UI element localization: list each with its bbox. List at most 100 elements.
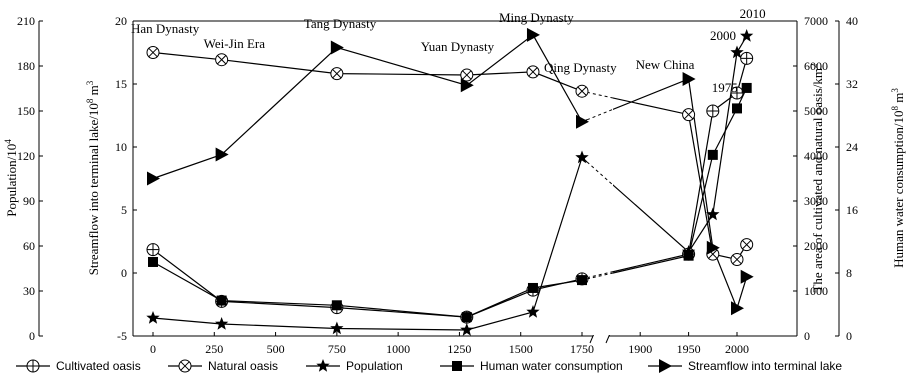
era-label: Qing Dynasty [544,60,617,75]
population-point [706,207,720,221]
streamflow-into-terminal-lake-point [576,114,589,129]
population-point [730,45,744,59]
streamflow-tick-label: 20 [115,14,127,28]
water-axis-title: Human water consumption/108 m3 [890,88,906,268]
streamflow-tick-label: 15 [115,77,127,91]
streamflow-axis-title: Streamflow into terminal lake/108 m3 [85,80,101,275]
natural-oasis-point [460,68,474,82]
population-tick-label: 90 [23,194,35,208]
human-water-consumption-point [216,295,227,306]
streamflow-into-terminal-lake-point [731,301,744,316]
legend-marker [178,359,192,373]
population-tick-label: 30 [23,284,35,298]
x-tick-label: 250 [205,342,223,356]
area-tick-label: 0 [804,329,810,343]
axes-frame [38,20,840,344]
legend-label: Population [346,359,403,373]
human-water-consumption-point [741,82,752,93]
era-label: 2000 [710,28,736,43]
area-tick-label: 5000 [804,104,828,118]
natural-oasis-point [215,53,229,67]
natural-oasis-point [526,65,540,79]
era-labels: Han Dynasty Wei-Jin Era Tang Dynasty Yuan D… [131,6,766,95]
era-label: New China [636,57,695,72]
population-point [526,305,540,318]
legend-label: Cultivated oasis [56,359,141,373]
x-tick-label: 750 [328,342,346,356]
area-tick-label: 7000 [804,14,828,28]
x-tick-label: 1000 [386,342,410,356]
water-tick-label: 16 [846,203,858,217]
cultivated-oasis-gap-connector [586,271,614,279]
streamflow-into-terminal-lake-point [147,171,160,186]
era-label: Tang Dynasty [304,16,377,31]
streamflow-into-terminal-lake-point [526,27,540,42]
streamflow-into-terminal-lake-point [740,269,754,284]
streamflow-into-terminal-lake-gap-connector [586,108,614,121]
population-point [460,323,474,336]
x-tick-label: 500 [267,342,285,356]
streamflow-into-terminal-lake-point [460,78,474,93]
era-label: Yuan Dynasty [421,39,495,54]
cultivated-oasis-point [740,51,754,65]
x-tick-label: 1950 [677,342,701,356]
natural-oasis-point [146,46,160,59]
cultivated-oasis-line [152,58,748,318]
human-water-consumption-point [577,275,587,286]
area-tick-label: 2000 [804,239,828,253]
population-tick-label: 120 [17,149,35,163]
population-line [152,35,748,331]
population-tick-label: 150 [17,104,35,118]
legend-item: Natural oasis [168,359,278,373]
legend-label: Natural oasis [208,359,278,373]
human-water-consumption-point [732,103,742,114]
water-tick-label: 0 [846,329,852,343]
human-water-consumption-point [707,149,718,160]
area-tick-label: 1000 [804,284,828,298]
streamflow-into-terminal-lake-point [330,40,344,55]
axis-titles: Population/104 Streamflow into terminal l… [3,63,906,292]
human-water-consumption-point [683,250,694,261]
legend-label: Human water consumption [480,359,623,373]
population-axis-title: Population/104 [3,139,19,217]
streamflow-tick-label: -5 [117,329,127,343]
human-water-consumption-point [527,282,538,293]
area-tick-label: 4000 [804,149,828,163]
legend-marker [659,359,672,373]
legend-item: Cultivated oasis [16,359,141,373]
era-label: Ming Dynasty [499,10,574,25]
streamflow-into-terminal-lake-point [706,240,720,255]
legend-item: Streamflow into terminal lake [648,359,842,373]
natural-oasis-point [330,67,344,81]
population-tick-label: 60 [23,239,35,253]
natural-oasis-line [152,51,748,261]
streamflow-into-terminal-lake-point [215,147,229,162]
area-axis-title: The area of cultivated and natural oasis… [809,63,825,292]
cultivated-oasis-point [146,243,160,257]
human-water-consumption-point [331,300,342,311]
legend-label: Streamflow into terminal lake [688,359,842,373]
water-tick-label: 24 [846,140,858,154]
population-tick-label: 0 [29,329,35,343]
legend: Cultivated oasis Natural oasis Population H… [16,359,842,373]
streamflow-into-terminal-lake-point [682,71,696,86]
natural-oasis-point [730,253,744,266]
human-water-consumption-point [461,312,472,323]
area-tick-label: 3000 [804,194,828,208]
population-tick-label: 180 [17,59,35,73]
series-layer [146,22,754,336]
water-tick-label: 8 [846,266,852,280]
cultivated-oasis-point [730,86,744,100]
x-tick-label: 0 [150,342,156,356]
population-point [146,311,160,324]
era-label: 2010 [740,6,766,21]
cultivated-oasis-point [706,104,720,118]
era-label: 1975 [712,80,738,95]
streamflow-tick-label: 0 [121,266,127,280]
x-tick-label: 1900 [628,342,652,356]
population-point [215,317,229,330]
era-label: Wei-Jin Era [204,36,266,51]
water-tick-label: 40 [846,14,858,28]
population-point [330,321,344,335]
